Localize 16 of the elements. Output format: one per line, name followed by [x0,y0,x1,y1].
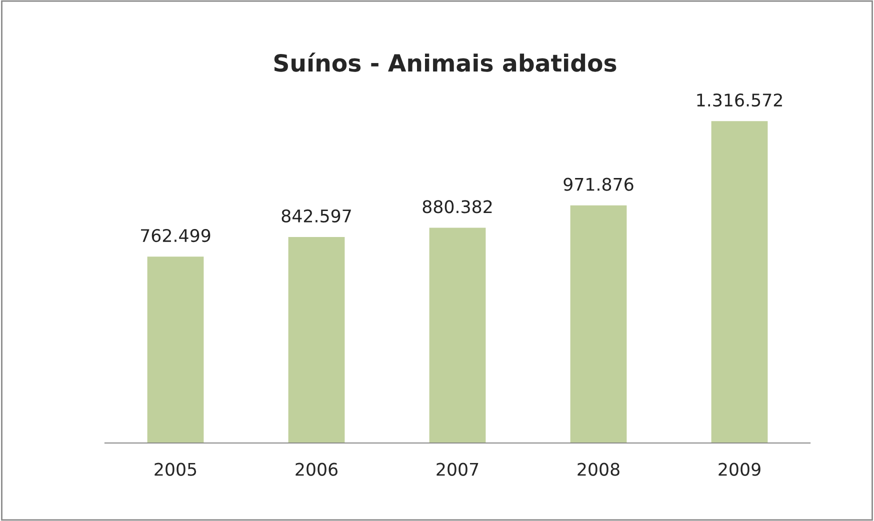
x-tick-label: 2007 [436,462,478,476]
bar [570,205,627,443]
bar [711,121,768,443]
chart-title: Suínos - Animais abatidos [274,52,616,72]
x-tick-label: 2006 [296,462,338,476]
data-label: 1.316.572 [697,93,782,107]
data-label: 762.499 [141,228,210,242]
bar [429,228,486,443]
data-label: 971.876 [564,178,634,191]
bar [147,256,204,443]
x-tick-label: 2008 [578,462,620,476]
x-tick-label: 2009 [718,462,760,476]
data-label: 880.382 [422,200,492,214]
x-tick-label: 2005 [154,462,196,476]
bar [288,236,345,443]
data-label: 842.597 [282,209,351,223]
